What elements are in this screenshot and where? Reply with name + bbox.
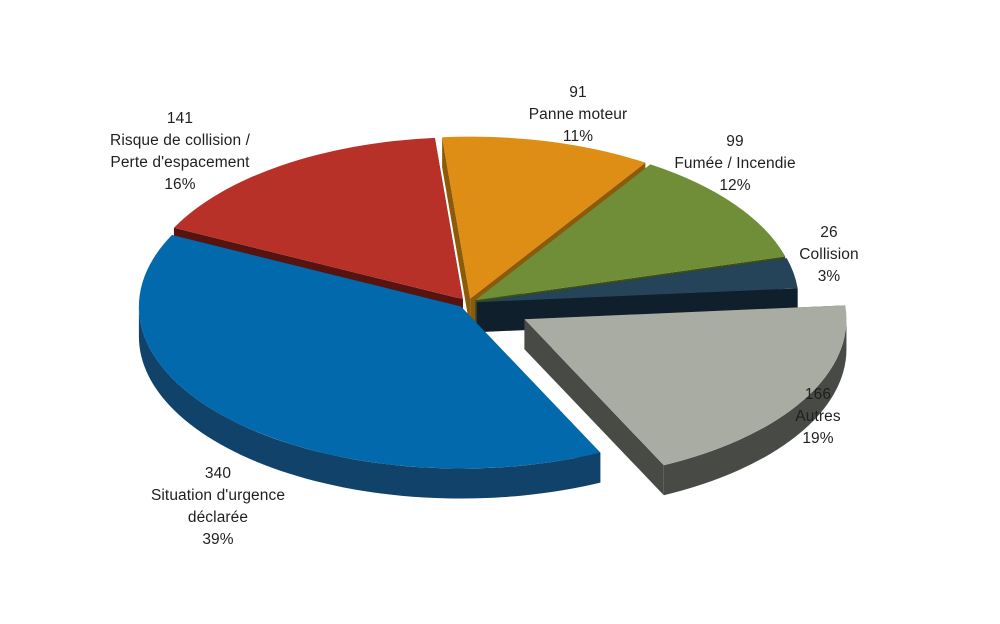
slice-top-face (442, 136, 646, 299)
slice-top-face (138, 235, 601, 469)
slice-cut-face-start (442, 137, 471, 329)
pie-slice-situation-d-urgence-declaree (138, 235, 601, 499)
slice-label-risque-collision: 141 Risque de collision / Perte d'espace… (110, 110, 250, 193)
slice-top-face (173, 137, 463, 300)
slice-rim-side (663, 319, 847, 496)
slice-label-autres: 166 Autres 19% (795, 386, 841, 447)
slice-label-fumee-incendie: 99 Fumée / Incendie 12% (674, 133, 796, 194)
pie-slice-autres (524, 305, 847, 496)
slice-label-collision: 26 Collision 3% (799, 224, 859, 285)
slice-cut-face-end (524, 319, 664, 496)
slice-rim-side (138, 306, 601, 499)
slice-top-face (524, 305, 847, 466)
slice-top-face (475, 164, 786, 301)
slice-top-face (476, 258, 798, 303)
slice-label-situation-urgence: 340 Situation d'urgence déclarée 39% (150, 465, 286, 548)
slice-label-panne-moteur: 91 Panne moteur 11% (528, 84, 628, 145)
